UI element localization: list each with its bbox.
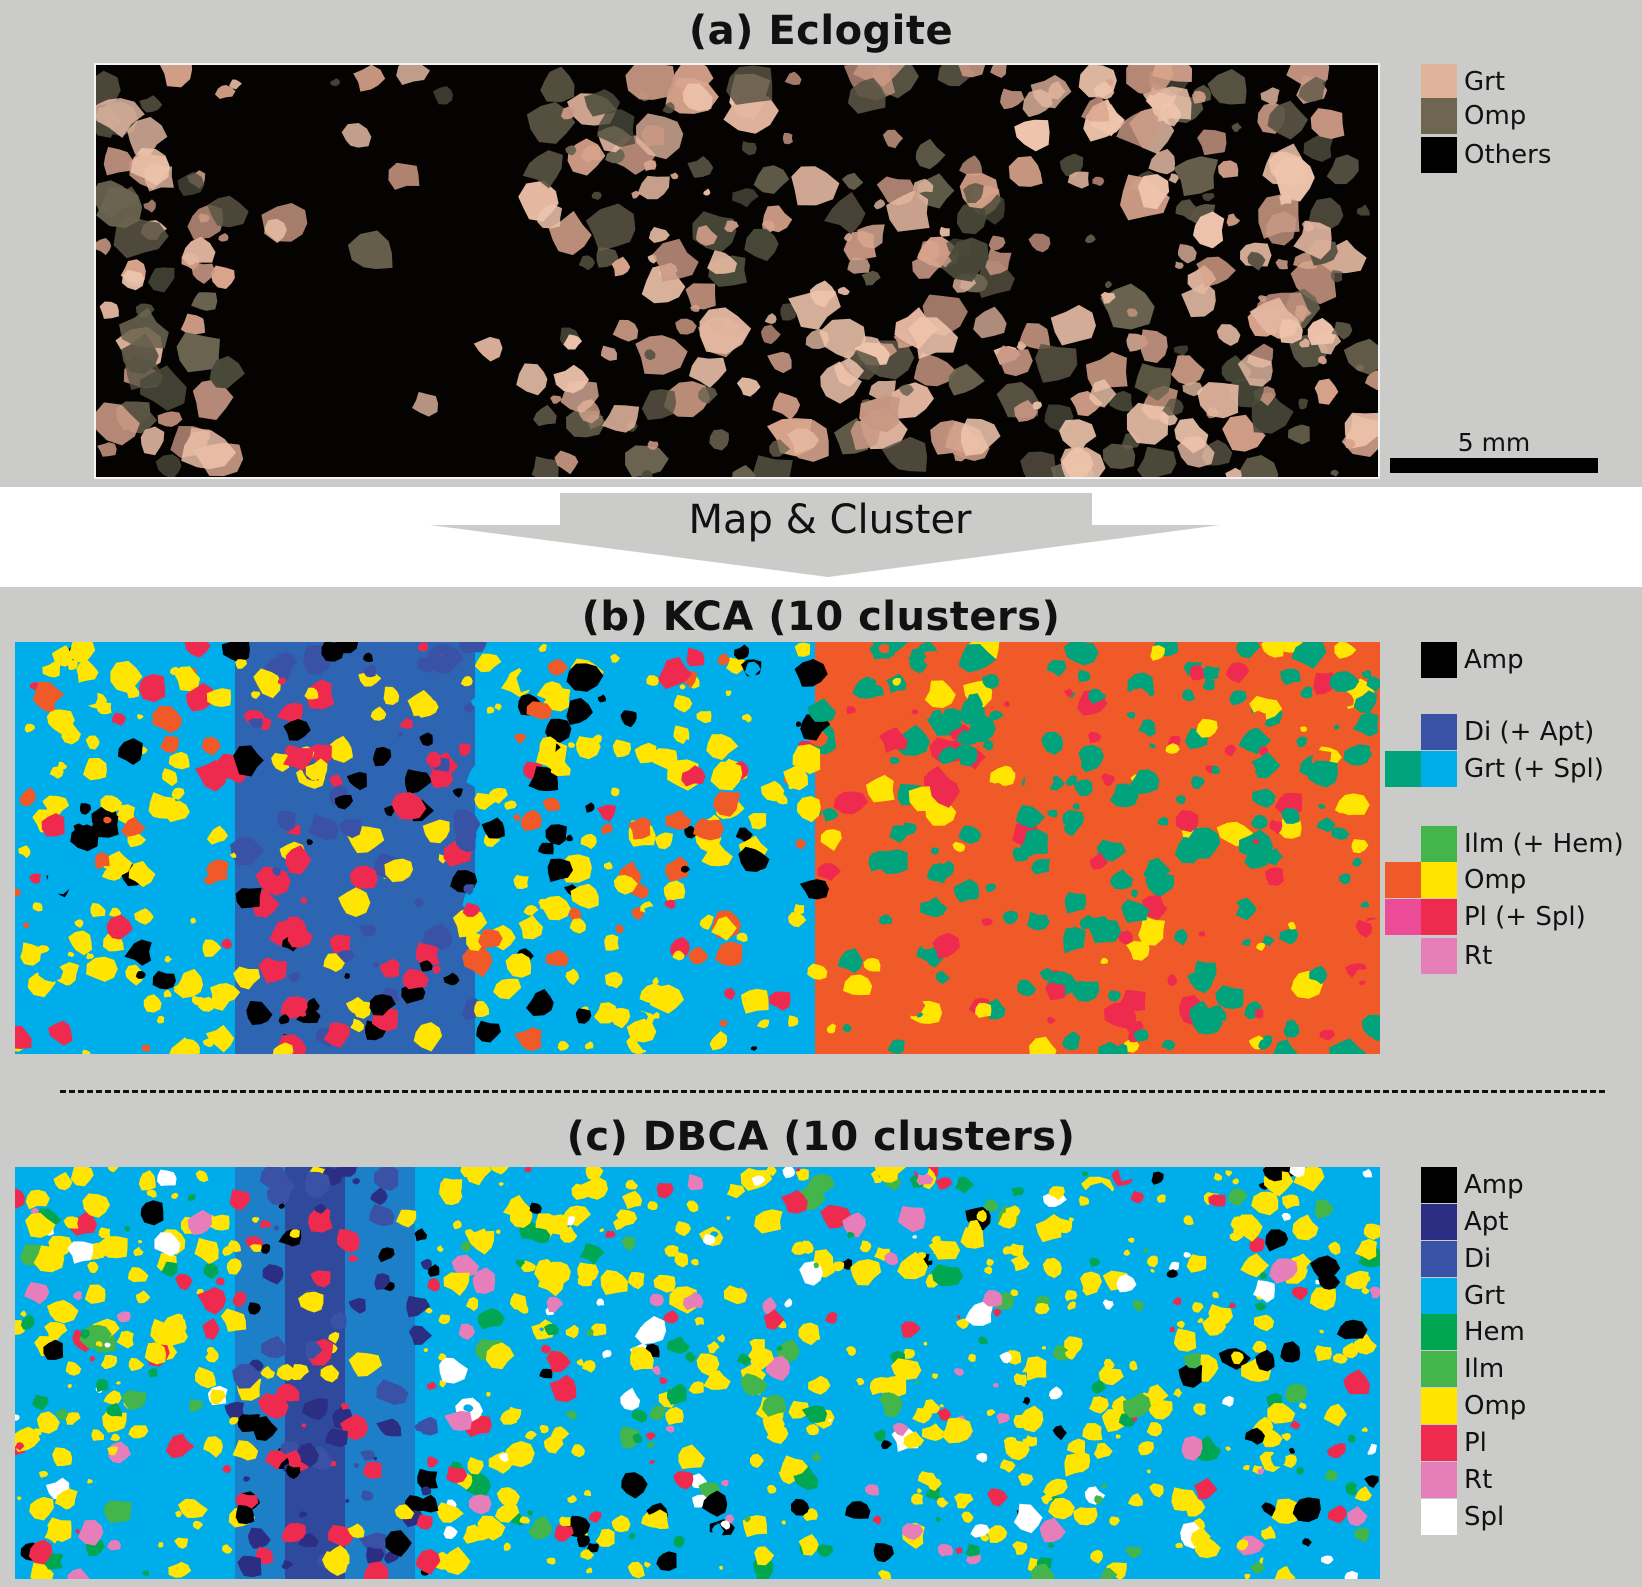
panel-c-legend-swatch [1421,1388,1457,1424]
panel-a-legend-swatch [1421,64,1457,100]
panel-c-legend-label: Rt [1464,1465,1493,1495]
panel-c-legend-label: Amp [1464,1170,1524,1200]
dbca-cluster-texture [15,1167,1380,1579]
panel-c-title: (c) DBCA (10 clusters) [566,1114,1076,1160]
panel-c-legend-swatch [1421,1462,1457,1498]
panel-c-legend-label: Omp [1464,1391,1527,1421]
panel-b-legend-swatch [1421,899,1457,935]
panel-b-title: (b) KCA (10 clusters) [581,594,1061,640]
panel-c-legend-label: Hem [1464,1317,1525,1347]
panel-b-legend-label: Amp [1464,645,1524,675]
scale-bar-label: 5 mm [1457,428,1531,457]
arrow-label: Map & Cluster [688,497,972,543]
panel-c-legend-swatch [1421,1278,1457,1314]
panel-b-legend-swatch [1421,862,1457,898]
panel-c-legend-swatch [1421,1204,1457,1240]
panel-c-legend-label: Spl [1464,1502,1505,1532]
panel-a-legend-label: Omp [1464,101,1527,131]
panel-a-legend-swatch [1421,137,1457,173]
panel-b-legend-swatch-alt [1385,751,1421,787]
panel-c-legend-swatch [1421,1351,1457,1387]
panel-b-legend-label: Ilm (+ Hem) [1464,829,1624,859]
kca-cluster-texture [15,642,1380,1054]
panel-c-legend-label: Apt [1464,1207,1509,1237]
panel-a-legend-label: Others [1464,140,1552,170]
panel-b-legend-swatch-alt [1385,862,1421,898]
kca-cluster-map [15,642,1380,1054]
eclogite-photo-texture [96,65,1378,477]
panel-b-legend-swatch-alt [1385,899,1421,935]
panel-b-legend-label: Grt (+ Spl) [1464,754,1604,784]
panel-divider [60,1090,1605,1093]
panel-c-legend-label: Grt [1464,1281,1506,1311]
panel-c-legend-swatch [1421,1167,1457,1203]
panel-b-legend-swatch [1421,938,1457,974]
map-and-cluster-arrow [430,493,1220,577]
panel-a-title: (a) Eclogite [688,8,954,54]
panel-b-legend-label: Di (+ Apt) [1464,717,1595,747]
dbca-cluster-map [15,1167,1380,1579]
panel-a-legend-swatch [1421,98,1457,134]
panel-c-legend-label: Ilm [1464,1354,1505,1384]
scale-bar [1390,458,1598,473]
panel-b-legend-swatch [1421,642,1457,678]
panel-c-legend-swatch [1421,1241,1457,1277]
panel-b-legend-swatch [1421,751,1457,787]
panel-b-legend-swatch [1421,714,1457,750]
panel-b-legend-swatch [1421,826,1457,862]
panel-a-legend-label: Grt [1464,67,1506,97]
panel-c-legend-swatch [1421,1499,1457,1535]
panel-b-legend-label: Rt [1464,941,1493,971]
panel-c-legend-swatch [1421,1425,1457,1461]
eclogite-photomicrograph [94,63,1380,479]
panel-c-legend-swatch [1421,1314,1457,1350]
panel-b-legend-label: Omp [1464,865,1527,895]
panel-b-legend-label: Pl (+ Spl) [1464,902,1586,932]
panel-c-legend-label: Di [1464,1244,1492,1274]
panel-c-legend-label: Pl [1464,1428,1487,1458]
